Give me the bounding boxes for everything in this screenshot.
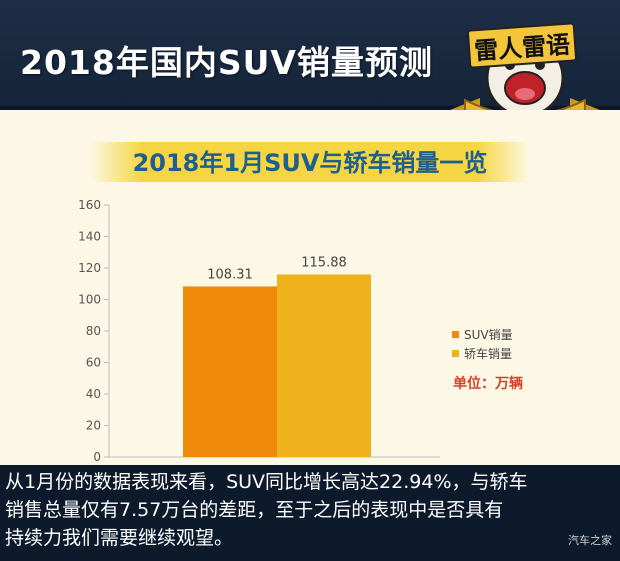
- legend-swatch-suv: [452, 331, 459, 338]
- chart-legend: SUV销量 轿车销量: [452, 325, 513, 363]
- y-tick-label: 100: [78, 293, 101, 307]
- watermark: 汽车之家: [568, 534, 612, 547]
- subtitle-band: [90, 142, 530, 182]
- y-tick-label: 140: [78, 230, 101, 244]
- bar-chart: 0 20 40 60 80 100 120 140 160 108.31 115.88: [78, 198, 440, 464]
- y-tick-label: 20: [86, 419, 101, 433]
- y-tick-label: 160: [78, 198, 101, 212]
- legend-label-sedan: 轿车销量: [464, 347, 513, 361]
- y-tick-label: 40: [86, 387, 101, 401]
- summary-line: 从1月份的数据表现来看，SUV同比增长高达22.94%，与轿车: [5, 471, 528, 493]
- summary-line: 持续力我们需要继续观望。: [5, 527, 234, 549]
- y-tick-label: 120: [78, 261, 101, 275]
- bar-suv: [183, 286, 277, 457]
- unit-note: 单位：万辆: [453, 376, 523, 392]
- y-tick-label: 80: [86, 324, 101, 338]
- chart-title: 2018年1月SUV与轿车销量一览: [132, 149, 488, 177]
- y-tick-label: 0: [93, 450, 101, 464]
- bar-data-label: 108.31: [207, 267, 253, 282]
- summary-text: 从1月份的数据表现来看，SUV同比增长高达22.94%，与轿车 销售总量仅有7.…: [0, 465, 620, 561]
- legend-label-suv: SUV销量: [464, 328, 513, 342]
- bar-sedan: [277, 274, 371, 457]
- legend-swatch-sedan: [452, 350, 459, 357]
- summary-line: 销售总量仅有7.57万台的差距，至于之后的表现中是否具有: [5, 499, 504, 521]
- bar-data-label: 115.88: [301, 255, 347, 270]
- legend-item-sedan: 轿车销量: [452, 344, 513, 363]
- legend-item-suv: SUV销量: [452, 325, 513, 344]
- y-tick-label: 60: [86, 356, 101, 370]
- page-title: 2018年国内SUV销量预测: [20, 43, 433, 82]
